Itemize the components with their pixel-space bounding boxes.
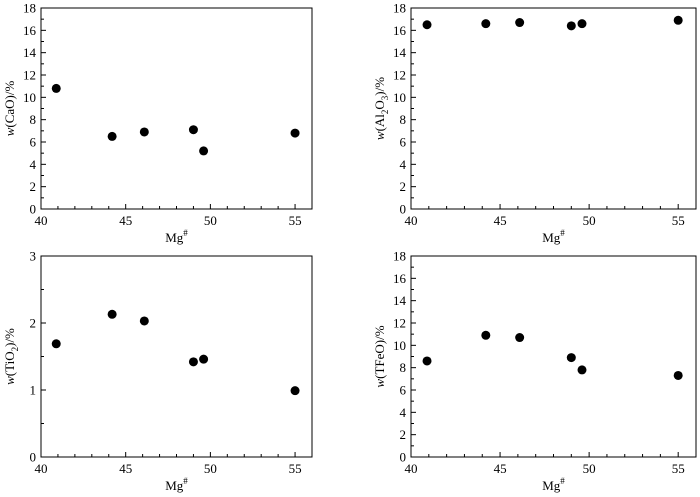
al2o3-panel: 40 45 50 55 0 2 4 6 8 10 12 14 16 18 Mg# w(Al2O3)/% <box>372 1 697 245</box>
y-tick-label: 10 <box>393 338 406 353</box>
y-tick-label: 2 <box>400 179 407 194</box>
plot-frame <box>410 7 697 210</box>
data-point <box>566 353 576 363</box>
y-tick-label: 18 <box>23 1 36 16</box>
y-tick-label: 6 <box>30 135 37 150</box>
x-tick-label: 45 <box>119 213 132 228</box>
y-tick-label: 8 <box>400 360 407 375</box>
data-point <box>51 339 61 349</box>
y-tick-label: 0 <box>30 202 37 217</box>
y-tick-label: 4 <box>400 157 407 172</box>
data-point <box>577 365 587 375</box>
plot-frame <box>40 7 313 210</box>
y-tick-label: 8 <box>30 112 37 127</box>
tfeo-panel: 40 45 50 55 0 2 4 6 8 10 12 14 16 18 Mg# w(TFeO)/% <box>372 249 697 493</box>
y-tick-label: 3 <box>30 249 37 264</box>
y-tick-label: 2 <box>30 179 37 194</box>
data-point <box>290 128 300 138</box>
data-point <box>673 370 683 380</box>
data-point <box>199 354 209 364</box>
x-axis-label: Mg# <box>542 228 565 245</box>
x-tick-label: 45 <box>494 461 507 476</box>
y-tick-label: 16 <box>23 23 37 38</box>
data-point <box>481 330 491 340</box>
y-tick-label: 0 <box>400 450 407 465</box>
data-point <box>673 15 683 25</box>
data-point <box>51 83 61 93</box>
tio2-panel: 40 45 50 55 0 1 2 3 Mg# w(TiO2)/% <box>2 249 313 493</box>
plot-frame <box>40 255 313 458</box>
x-axis-label: Mg# <box>542 476 565 493</box>
y-tick-label: 14 <box>23 45 37 60</box>
x-tick-label: 50 <box>204 213 217 228</box>
data-point <box>199 146 209 156</box>
x-tick-label: 50 <box>204 461 217 476</box>
x-tick-label: 50 <box>583 461 596 476</box>
data-point <box>188 125 198 135</box>
x-axis-label: Mg# <box>165 228 188 245</box>
y-tick-label: 12 <box>393 316 406 331</box>
y-tick-label: 12 <box>23 68 36 83</box>
x-tick-label: 40 <box>35 213 48 228</box>
y-axis-label: w(Al2O3)/% <box>372 77 390 140</box>
y-tick-label: 14 <box>393 45 407 60</box>
y-tick-label: 16 <box>393 23 407 38</box>
data-point <box>290 386 300 396</box>
y-tick-label: 2 <box>400 427 407 442</box>
data-point <box>515 18 525 28</box>
data-point <box>481 19 491 29</box>
plot-frame <box>410 255 697 458</box>
y-tick-label: 6 <box>400 383 407 398</box>
data-point <box>139 127 149 137</box>
data-point <box>139 316 149 326</box>
x-tick-label: 40 <box>405 461 418 476</box>
y-tick-label: 16 <box>393 271 407 286</box>
y-tick-label: 10 <box>393 90 406 105</box>
y-tick-label: 2 <box>30 316 37 331</box>
y-tick-label: 0 <box>30 450 37 465</box>
y-tick-label: 4 <box>30 157 37 172</box>
y-tick-label: 12 <box>393 68 406 83</box>
x-tick-label: 55 <box>672 461 685 476</box>
data-point <box>422 356 432 366</box>
y-tick-label: 0 <box>400 202 407 217</box>
y-tick-label: 18 <box>393 1 406 16</box>
data-point <box>107 131 117 141</box>
y-tick-label: 14 <box>393 293 407 308</box>
data-point <box>188 357 198 367</box>
x-tick-label: 45 <box>119 461 132 476</box>
y-tick-label: 18 <box>393 249 406 264</box>
x-tick-label: 50 <box>583 213 596 228</box>
y-tick-label: 4 <box>400 405 407 420</box>
x-tick-label: 55 <box>289 461 302 476</box>
data-point <box>107 309 117 319</box>
cao-panel: 40 45 50 55 0 2 4 6 8 10 12 14 16 18 Mg# w(CaO)/% <box>2 1 313 245</box>
x-tick-label: 40 <box>35 461 48 476</box>
y-tick-label: 6 <box>400 135 407 150</box>
x-tick-label: 55 <box>672 213 685 228</box>
y-tick-label: 1 <box>30 383 37 398</box>
data-point <box>515 333 525 343</box>
x-axis-label: Mg# <box>165 476 188 493</box>
data-point <box>577 19 587 29</box>
y-axis-label: w(CaO)/% <box>2 81 17 137</box>
x-tick-label: 45 <box>494 213 507 228</box>
y-tick-label: 8 <box>400 112 407 127</box>
x-tick-label: 40 <box>405 213 418 228</box>
data-point <box>566 21 576 31</box>
y-axis-label: w(TiO2)/% <box>2 328 20 385</box>
data-point <box>422 20 432 30</box>
y-tick-label: 10 <box>23 90 36 105</box>
y-axis-label: w(TFeO)/% <box>372 325 387 387</box>
x-tick-label: 55 <box>289 213 302 228</box>
